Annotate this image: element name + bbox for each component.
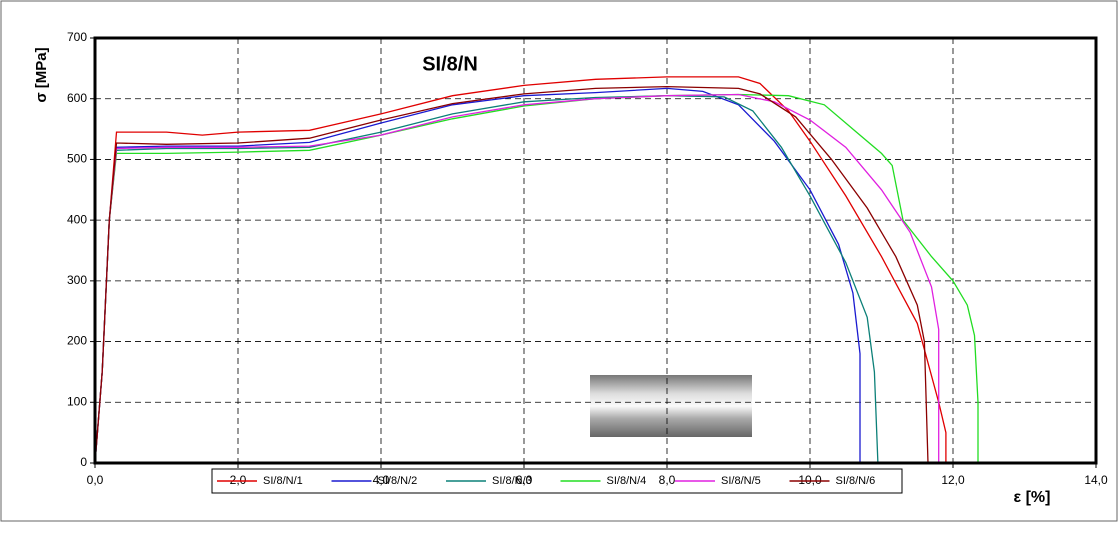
x-tick-label: 4,0 bbox=[373, 473, 390, 487]
chart-title: SI/8/N bbox=[422, 53, 478, 75]
x-tick-label: 2,0 bbox=[230, 473, 247, 487]
x-tick-label: 6,0 bbox=[516, 473, 533, 487]
legend-label: SI/8/N/5 bbox=[721, 475, 761, 487]
y-tick-label: 200 bbox=[67, 334, 87, 348]
legend-label: SI/8/N/6 bbox=[836, 475, 876, 487]
y-tick-label: 100 bbox=[67, 394, 87, 408]
y-axis-label: σ [MPa] bbox=[33, 47, 50, 102]
x-axis-label: ε [%] bbox=[1014, 489, 1051, 506]
x-tick-label: 14,0 bbox=[1084, 473, 1108, 487]
y-tick-label: 700 bbox=[67, 30, 87, 44]
series-line bbox=[94, 93, 979, 464]
y-tick-label: 600 bbox=[67, 91, 87, 105]
rebar-photo bbox=[590, 375, 752, 437]
x-tick-label: 8,0 bbox=[659, 473, 676, 487]
series-line bbox=[94, 87, 861, 464]
outer-frame bbox=[0, 0, 1118, 522]
y-tick-label: 300 bbox=[67, 273, 87, 287]
legend-label: SI/8/N/1 bbox=[263, 475, 303, 487]
series-line bbox=[94, 85, 929, 464]
legend bbox=[211, 468, 903, 494]
y-tick-label: 0 bbox=[80, 455, 87, 469]
legend-label: SI/8/N/2 bbox=[378, 475, 418, 487]
x-tick-label: 0,0 bbox=[87, 473, 104, 487]
legend-label: SI/8/N/3 bbox=[492, 475, 532, 487]
legend-label: SI/8/N/4 bbox=[607, 475, 647, 487]
x-tick-label: 10,0 bbox=[798, 473, 822, 487]
y-tick-label: 500 bbox=[67, 152, 87, 166]
series-line bbox=[94, 93, 940, 464]
series-line bbox=[94, 76, 947, 464]
series-line bbox=[94, 95, 879, 464]
y-tick-label: 400 bbox=[67, 212, 87, 226]
plot-frame bbox=[93, 36, 1098, 465]
x-tick-label: 12,0 bbox=[941, 473, 965, 487]
